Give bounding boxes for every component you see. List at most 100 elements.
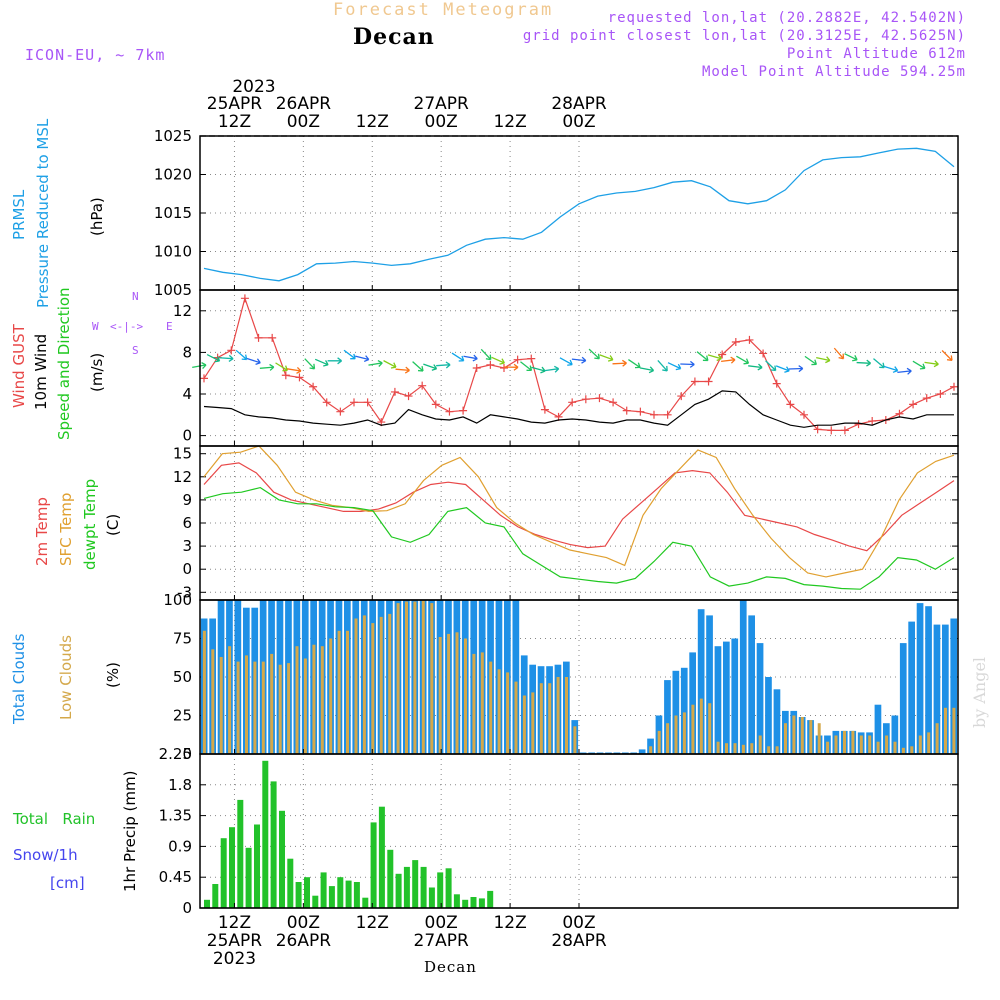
rain-bar <box>295 882 302 908</box>
wind-arrow <box>833 347 845 360</box>
gust-line-marker <box>500 364 508 372</box>
wind-arrow-shape <box>924 360 939 368</box>
wind-arrow-shape <box>816 356 831 364</box>
wind-arrow-shape <box>884 365 899 373</box>
wind-arrow-shape <box>355 355 370 363</box>
wind-arrow <box>343 349 356 360</box>
total-clouds-label: Total Clouds <box>10 633 28 724</box>
low-cloud-bar <box>556 677 560 754</box>
total-rain-label-1: Total <box>13 810 49 828</box>
total-cloud-bar <box>765 677 772 754</box>
top-hour-label: 00Z <box>286 112 320 132</box>
gust-line-marker <box>595 394 604 403</box>
wind-arrow-shape <box>765 360 777 372</box>
top-hour-label: 12Z <box>355 112 389 132</box>
wind-arrow-shape <box>804 355 818 366</box>
total-cloud-bar <box>697 609 705 754</box>
gust-line-marker <box>459 406 468 415</box>
low-cloud-bar <box>548 683 552 754</box>
wind-arrow-shape <box>599 354 614 362</box>
rain-bar <box>304 877 310 908</box>
bottom-hour-label: 00Z <box>286 913 320 933</box>
gust-line-marker <box>472 364 481 372</box>
wind-arrow <box>304 358 316 370</box>
low-cloud-bar <box>935 723 939 754</box>
wind-arrow-shape <box>259 363 275 371</box>
wind-arrow <box>246 357 261 366</box>
low-cloud-bar <box>303 658 307 754</box>
top-day-label: 26APR <box>275 94 332 114</box>
rain-bar <box>220 838 227 908</box>
gust-line-marker <box>609 398 618 407</box>
rain-bar <box>395 873 402 908</box>
rain-bar <box>312 895 319 908</box>
ytick-label-0: 1010 <box>154 243 192 261</box>
low-cloud-bar <box>354 618 358 754</box>
rain-bar <box>337 877 344 908</box>
wind-arrow-shape <box>480 348 492 361</box>
low-cloud-bar <box>725 743 728 754</box>
ytick-label-3: 100 <box>163 591 192 609</box>
low-cloud-bar <box>421 600 425 754</box>
bottom-day-label: 26APR <box>275 931 332 951</box>
low-cloud-bar <box>784 723 787 754</box>
ytick-label-2: 0 <box>182 560 192 578</box>
wind-arrow-shape <box>833 347 845 360</box>
gust-line-marker <box>336 407 345 416</box>
wind-arrow <box>192 362 207 369</box>
wind-arrow-shape <box>873 358 885 369</box>
ytick-label-3: 75 <box>173 630 192 648</box>
gust-line-marker <box>622 406 631 415</box>
wind-arrow-shape <box>612 359 627 367</box>
wind-arrow-shape <box>571 356 587 364</box>
wind-arrow-shape <box>314 358 329 367</box>
gust-line-marker <box>772 379 781 388</box>
wind-arrow <box>436 361 451 369</box>
low-cloud-bar <box>270 653 274 754</box>
wind-arrow <box>897 367 912 375</box>
wind-arrow-shape <box>680 360 695 368</box>
compass-arrows: <-|-> <box>110 320 144 333</box>
wind-arrow <box>788 365 804 373</box>
ytick-label-2: 15 <box>173 445 192 463</box>
low-cloud-bar <box>472 653 476 754</box>
low-cloud-bar <box>876 741 880 754</box>
low-cloud-bar <box>952 707 956 754</box>
total-cloud-bar <box>942 624 949 754</box>
low-cloud-bar <box>843 730 846 754</box>
tsfc-line <box>203 445 955 578</box>
gust-line-marker <box>759 349 768 358</box>
wind-arrow-shape <box>721 356 736 364</box>
wind-arrow <box>314 358 329 367</box>
ytick-label-4: 0 <box>182 899 192 917</box>
requested-coords: requested lon,lat (20.2882E, 42.5402N) <box>607 10 966 26</box>
rain-bar <box>353 882 360 908</box>
wind10m-label: 10m Wind <box>32 333 50 410</box>
low-cloud-bar <box>253 661 257 754</box>
wind-arrow <box>667 362 682 371</box>
pressure-msl-label: Pressure Reduced to MSL <box>34 118 52 308</box>
wind-arrow-shape <box>343 349 356 360</box>
ytick-label-2: 9 <box>182 491 192 509</box>
wind-speed-dir-label: Speed and Direction <box>55 287 73 440</box>
meteogram-title: Forecast Meteogram <box>333 0 554 20</box>
low-cloud-bar <box>312 644 316 754</box>
wind-arrow-shape <box>327 357 342 365</box>
wind-arrow <box>355 355 370 363</box>
total-cloud-bar <box>512 600 520 754</box>
total-cloud-bar <box>714 646 722 754</box>
low-cloud-bar <box>775 746 779 754</box>
watermark: by Angel <box>970 656 989 728</box>
compass-south: S <box>132 344 139 357</box>
total-rain-label-2: Rain <box>62 810 96 828</box>
wind-arrow <box>544 365 560 373</box>
gust-line-marker <box>581 395 590 404</box>
low-cloud-bar <box>405 601 408 754</box>
pressure-line <box>203 147 955 282</box>
gust-line-marker <box>281 371 290 380</box>
rain-bar <box>279 810 285 908</box>
low-cloud-bar <box>901 747 905 754</box>
gust-line-marker <box>527 354 536 363</box>
wind-arrow <box>612 359 627 367</box>
gust-line-marker <box>718 350 727 359</box>
